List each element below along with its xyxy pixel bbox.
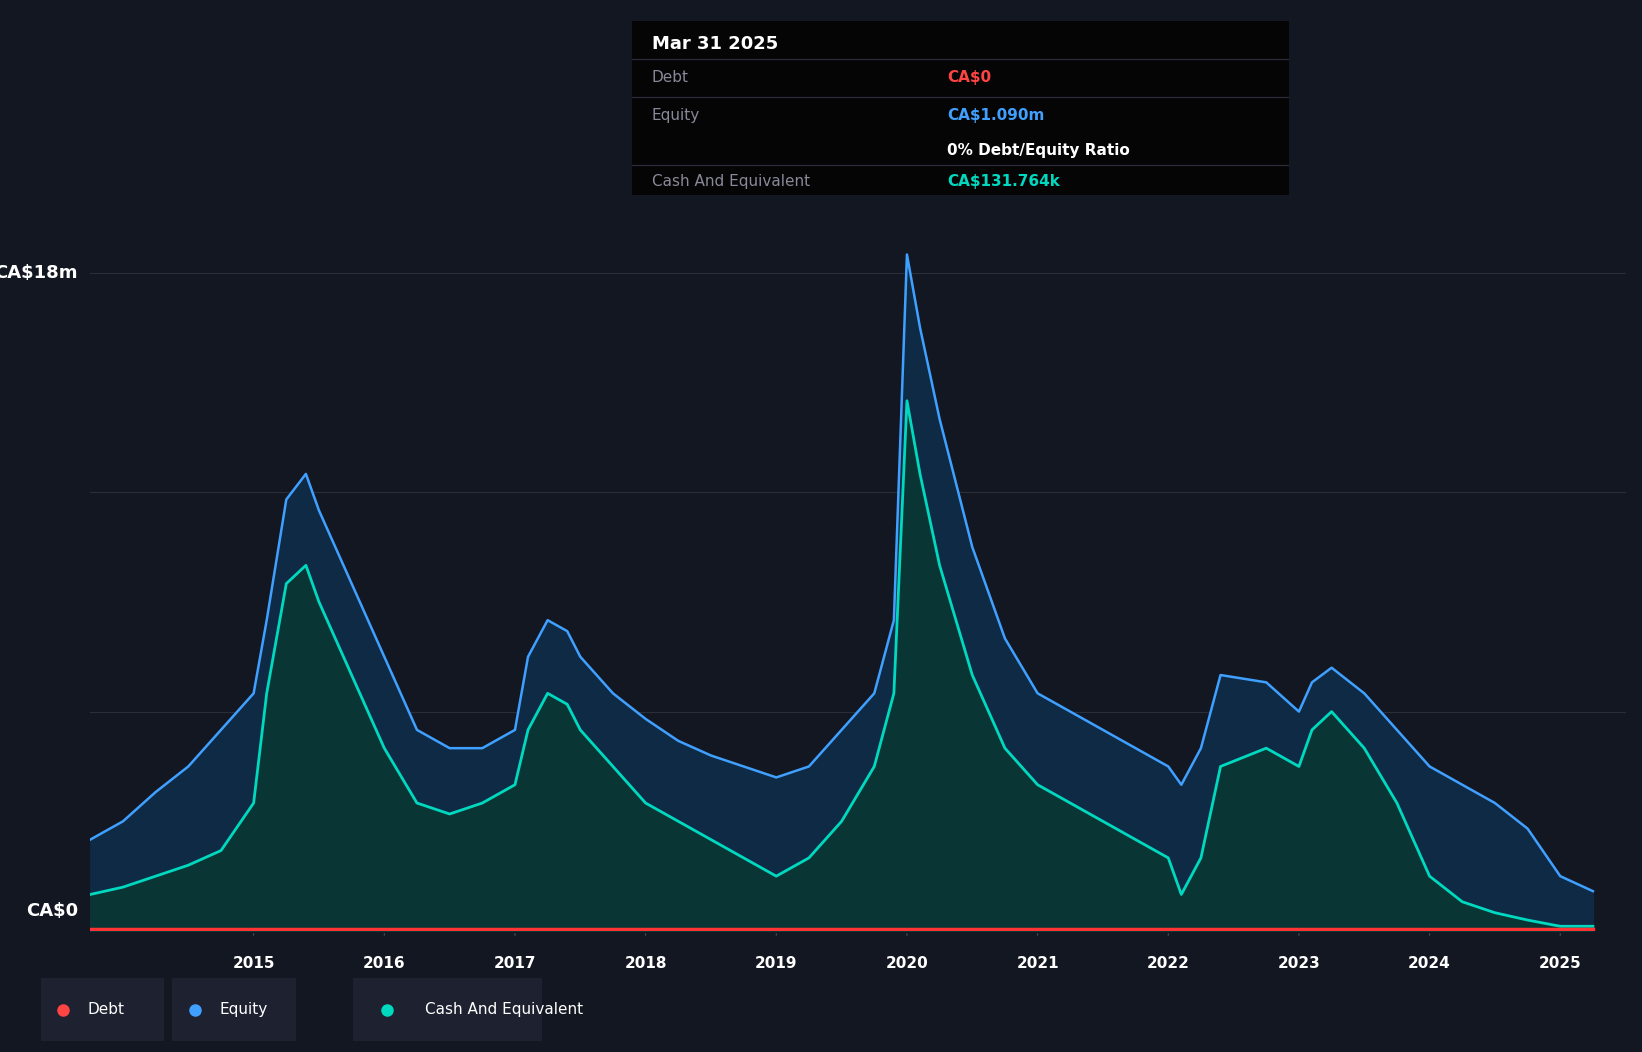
Text: 2015: 2015: [233, 956, 274, 971]
Text: Equity: Equity: [220, 1003, 268, 1017]
Text: 2021: 2021: [1016, 956, 1059, 971]
Text: Cash And Equivalent: Cash And Equivalent: [425, 1003, 583, 1017]
Text: 2023: 2023: [1277, 956, 1320, 971]
Text: Mar 31 2025: Mar 31 2025: [652, 35, 778, 53]
Text: Debt: Debt: [652, 69, 690, 84]
Text: 2016: 2016: [363, 956, 406, 971]
Text: CA$0: CA$0: [947, 69, 992, 84]
Text: 0% Debt/Equity Ratio: 0% Debt/Equity Ratio: [947, 143, 1130, 158]
Text: Equity: Equity: [652, 107, 699, 123]
Text: 2022: 2022: [1146, 956, 1190, 971]
Text: CA$131.764k: CA$131.764k: [947, 174, 1061, 188]
Text: CA$1.090m: CA$1.090m: [947, 107, 1044, 123]
Text: CA$18m: CA$18m: [0, 264, 79, 282]
Text: 2019: 2019: [755, 956, 798, 971]
Text: Debt: Debt: [89, 1003, 125, 1017]
Text: Cash And Equivalent: Cash And Equivalent: [652, 174, 810, 188]
Text: 2017: 2017: [494, 956, 537, 971]
Text: 2020: 2020: [885, 956, 928, 971]
Text: 2024: 2024: [1409, 956, 1452, 971]
Text: CA$0: CA$0: [26, 902, 79, 919]
Text: 2018: 2018: [624, 956, 667, 971]
Text: 2025: 2025: [1539, 956, 1581, 971]
